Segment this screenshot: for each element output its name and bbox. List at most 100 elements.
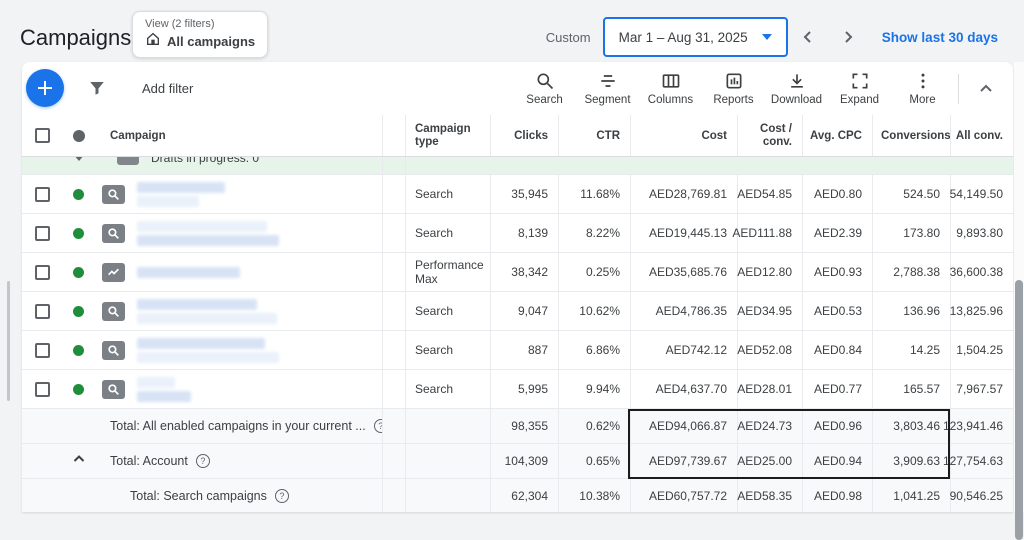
total-row-all-enabled: Total: All enabled campaigns in your cur… bbox=[22, 409, 1013, 444]
collapse-toolbar-button[interactable] bbox=[967, 74, 1005, 104]
drafts-group-row[interactable]: Drafts in progress: 0 bbox=[22, 157, 1013, 175]
reports-button[interactable]: Reports bbox=[702, 71, 765, 106]
table-row[interactable]: Search 887 6.86% AED742.12 AED52.08 AED0… bbox=[22, 331, 1013, 370]
clicks-cell: 5,995 bbox=[490, 370, 558, 408]
segment-button[interactable]: Segment bbox=[576, 71, 639, 106]
campaign-name-redacted[interactable] bbox=[137, 220, 279, 246]
campaign-name-redacted[interactable] bbox=[137, 266, 240, 278]
search-button[interactable]: Search bbox=[513, 71, 576, 106]
status-enabled-icon bbox=[73, 227, 84, 239]
conversions-cell: 165.57 bbox=[872, 370, 950, 408]
show-last-30-days-link[interactable]: Show last 30 days bbox=[881, 29, 998, 45]
avg-cpc-cell: AED0.84 bbox=[802, 331, 872, 369]
expand-button[interactable]: Expand bbox=[828, 71, 891, 106]
avg-cpc-cell: AED0.93 bbox=[802, 253, 872, 291]
column-header-cost[interactable]: Cost bbox=[630, 115, 737, 156]
avg-cpc-cell: AED0.80 bbox=[802, 175, 872, 213]
cost-conv-cell: AED34.95 bbox=[737, 292, 802, 330]
scrollbar-thumb[interactable] bbox=[1015, 280, 1023, 540]
row-checkbox[interactable] bbox=[34, 303, 50, 319]
table-row[interactable]: Search 8,139 8.22% AED19,445.13 AED111.8… bbox=[22, 214, 1013, 253]
download-button[interactable]: Download bbox=[765, 71, 828, 106]
total-label: Total: Account bbox=[110, 454, 188, 468]
segment-icon bbox=[598, 71, 618, 91]
add-campaign-button[interactable] bbox=[26, 69, 64, 107]
campaign-name-redacted[interactable] bbox=[137, 337, 279, 363]
conversions-cell: 14.25 bbox=[872, 331, 950, 369]
help-circle-icon[interactable]: ? bbox=[373, 419, 382, 433]
more-button[interactable]: More bbox=[891, 71, 954, 106]
clicks-cell: 35,945 bbox=[490, 175, 558, 213]
next-period-button[interactable] bbox=[828, 29, 868, 45]
date-range-picker[interactable]: Mar 1 – Aug 31, 2025 bbox=[602, 17, 788, 57]
columns-icon bbox=[661, 71, 681, 91]
chevron-up-icon[interactable] bbox=[71, 451, 87, 472]
help-circle-icon[interactable]: ? bbox=[195, 454, 210, 468]
cost-cell: AED97,739.67 bbox=[630, 444, 737, 478]
column-header-cost-conv[interactable]: Cost / conv. bbox=[737, 115, 802, 156]
avg-cpc-cell: AED0.53 bbox=[802, 292, 872, 330]
column-header-campaign-type[interactable]: Campaign type bbox=[405, 115, 490, 156]
toolbar-actions: Search Segment Columns Reports Download … bbox=[513, 62, 1005, 115]
columns-button[interactable]: Columns bbox=[639, 71, 702, 106]
column-header-conversions[interactable]: Conversions bbox=[872, 115, 950, 156]
vertical-scrollbar[interactable] bbox=[1014, 62, 1024, 540]
cost-cell: AED19,445.13 bbox=[630, 214, 737, 252]
campaign-name-redacted[interactable] bbox=[137, 181, 225, 207]
cost-cell: AED28,769.81 bbox=[630, 175, 737, 213]
campaign-name-redacted[interactable] bbox=[137, 298, 277, 324]
clicks-cell: 38,342 bbox=[490, 253, 558, 291]
view-filter-chip[interactable]: View (2 filters) All campaigns bbox=[132, 11, 269, 58]
row-checkbox[interactable] bbox=[34, 264, 50, 280]
clicks-cell: 62,304 bbox=[490, 479, 558, 512]
row-checkbox[interactable] bbox=[34, 381, 50, 397]
clicks-cell: 104,309 bbox=[490, 444, 558, 478]
select-all-checkbox[interactable] bbox=[34, 128, 50, 143]
all-conv-cell: 13,825.96 bbox=[950, 292, 1013, 330]
funnel-icon[interactable] bbox=[88, 79, 106, 97]
status-enabled-icon bbox=[73, 344, 84, 356]
table-row[interactable]: Search 9,047 10.62% AED4,786.35 AED34.95… bbox=[22, 292, 1013, 331]
download-icon bbox=[787, 71, 807, 91]
campaign-type-cell: Search bbox=[405, 331, 490, 369]
column-header-clicks[interactable]: Clicks bbox=[490, 115, 558, 156]
table-row[interactable]: Search 35,945 11.68% AED28,769.81 AED54.… bbox=[22, 175, 1013, 214]
nav-panel-scrollbar[interactable] bbox=[7, 281, 10, 401]
home-icon bbox=[145, 31, 161, 52]
table-row[interactable]: Performance Max 38,342 0.25% AED35,685.7… bbox=[22, 253, 1013, 292]
all-conv-cell: 127,754.63 bbox=[943, 444, 1013, 478]
cost-conv-cell: AED111.88 bbox=[732, 214, 802, 252]
status-filter-icon[interactable] bbox=[72, 129, 85, 142]
ctr-cell: 10.38% bbox=[558, 479, 630, 512]
column-header-avg-cpc[interactable]: Avg. CPC bbox=[802, 115, 872, 156]
drafts-icon bbox=[117, 157, 139, 165]
help-circle-icon[interactable]: ? bbox=[274, 489, 289, 503]
status-enabled-icon bbox=[73, 266, 84, 278]
cost-cell: AED60,757.72 bbox=[630, 479, 737, 512]
total-row-account: Total: Account? 104,309 0.65% AED97,739.… bbox=[22, 444, 1013, 479]
all-conv-cell: 7,967.57 bbox=[950, 370, 1013, 408]
previous-period-button[interactable] bbox=[788, 29, 828, 45]
row-checkbox[interactable] bbox=[34, 225, 50, 241]
page-title: Campaigns bbox=[20, 25, 132, 50]
total-label: Total: All enabled campaigns in your cur… bbox=[110, 419, 366, 433]
row-checkbox[interactable] bbox=[34, 186, 50, 202]
caret-down-icon[interactable] bbox=[73, 157, 84, 161]
column-header-all-conv[interactable]: All conv. bbox=[950, 115, 1013, 156]
campaign-type-cell: Search bbox=[405, 292, 490, 330]
date-range-value: Mar 1 – Aug 31, 2025 bbox=[618, 29, 748, 45]
ctr-cell: 9.94% bbox=[558, 370, 630, 408]
ctr-cell: 6.86% bbox=[558, 331, 630, 369]
column-header-campaign[interactable]: Campaign bbox=[110, 129, 166, 142]
table-row[interactable]: Search 5,995 9.94% AED4,637.70 AED28.01 … bbox=[22, 370, 1013, 409]
all-conv-cell: 90,546.25 bbox=[950, 479, 1013, 512]
ctr-cell: 11.68% bbox=[558, 175, 630, 213]
row-checkbox[interactable] bbox=[34, 342, 50, 358]
campaign-type-cell: Search bbox=[405, 214, 490, 252]
campaign-name-redacted[interactable] bbox=[137, 376, 191, 402]
add-filter-button[interactable]: Add filter bbox=[142, 80, 194, 96]
column-header-ctr[interactable]: CTR bbox=[558, 115, 630, 156]
cost-conv-cell: AED54.85 bbox=[737, 175, 802, 213]
conversions-cell: 173.80 bbox=[872, 214, 950, 252]
status-enabled-icon bbox=[73, 305, 84, 317]
